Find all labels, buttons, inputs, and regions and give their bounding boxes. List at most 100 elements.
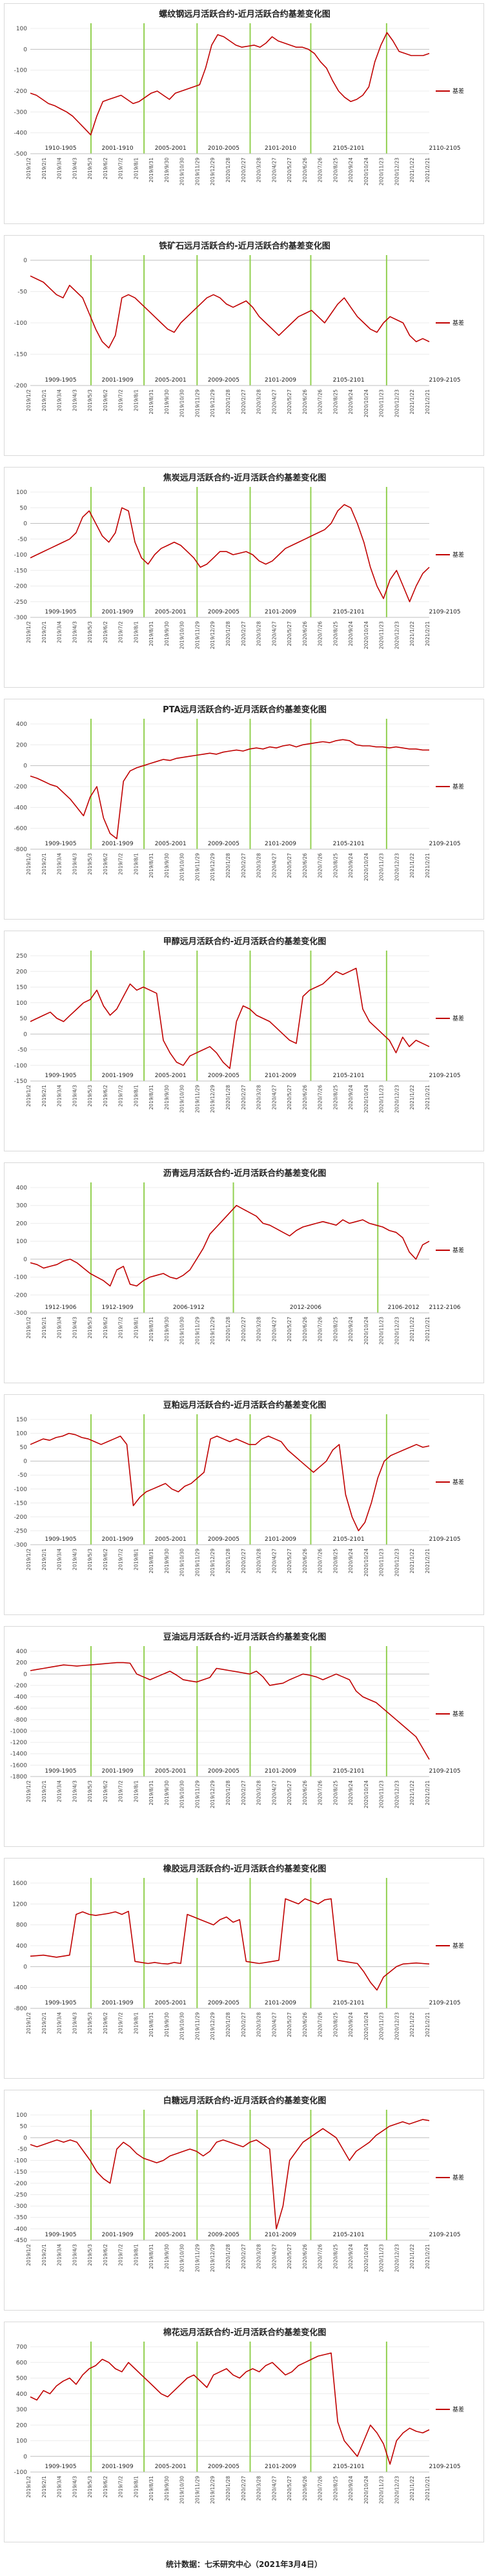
- legend-label: 基差: [452, 87, 464, 95]
- x-tick-label: 2021/2/21: [425, 853, 431, 878]
- x-tick-label: 2019/12/29: [210, 2012, 216, 2040]
- x-tick-label: 2019/4/3: [72, 853, 77, 875]
- y-tick-label: 150: [16, 985, 27, 991]
- x-tick-label: 2019/5/3: [87, 1780, 93, 1802]
- x-tick-label: 2019/1/2: [26, 158, 32, 180]
- x-tick-label: 2021/1/22: [409, 2244, 415, 2269]
- x-tick-label: 2019/2/1: [41, 1780, 47, 1802]
- x-tick-label: 2020/5/27: [287, 2244, 292, 2269]
- x-tick-label: 2020/2/27: [241, 2476, 247, 2501]
- x-tick-label: 2019/8/1: [133, 1780, 139, 1802]
- x-tick-label: 2020/6/26: [302, 1317, 308, 1342]
- x-tick-label: 2019/2/1: [41, 1549, 47, 1571]
- x-tick-label: 2019/10/30: [179, 853, 185, 881]
- x-tick-label: 2020/12/23: [394, 1780, 400, 1808]
- x-tick-label: 2019/4/3: [72, 389, 77, 411]
- x-tick-label: 2019/8/31: [148, 2476, 154, 2501]
- x-tick-label: 2020/5/27: [287, 2476, 292, 2501]
- y-tick-label: -150: [14, 1500, 28, 1507]
- period-label: 2105-2101: [333, 145, 365, 152]
- x-tick-label: 2021/1/22: [409, 621, 415, 646]
- x-tick-label: 2019/3/4: [57, 2244, 63, 2266]
- x-tick-label: 2020/4/27: [271, 853, 277, 878]
- x-tick-label: 2019/6/2: [103, 2012, 108, 2034]
- x-tick-label: 2020/8/25: [332, 1317, 338, 1342]
- legend-label: 基差: [452, 2174, 464, 2181]
- x-tick-label: 2019/9/30: [164, 2012, 170, 2037]
- x-tick-label: 2020/11/23: [379, 389, 385, 417]
- y-tick-label: 100: [16, 1000, 27, 1007]
- y-tick-label: -150: [14, 1078, 28, 1085]
- x-tick-label: 2019/1/2: [26, 1549, 32, 1571]
- period-label: 2005-2001: [155, 1768, 187, 1775]
- series-line: [30, 1204, 430, 1287]
- x-tick-label: 2021/1/22: [409, 2012, 415, 2037]
- x-tick-label: 2020/8/25: [332, 1549, 338, 1574]
- x-tick-label: 2020/12/23: [394, 2476, 400, 2504]
- period-label: 2101-2009: [265, 609, 296, 615]
- chart-panel: 沥青远月活跃合约-近月活跃合约基差变化图 400 300 200 100 0 -100 -20…: [4, 1162, 484, 1383]
- x-tick-label: 2019/3/4: [57, 1780, 63, 1802]
- y-tick-label: -600: [14, 1705, 28, 1712]
- period-label: 2101-2010: [265, 145, 296, 152]
- y-tick-label: 50: [20, 1445, 28, 1451]
- y-tick-label: 0: [23, 2135, 27, 2141]
- x-tick-label: 2019/8/1: [133, 2012, 139, 2034]
- x-tick-label: 2019/8/31: [148, 389, 154, 415]
- x-tick-label: 2019/2/1: [41, 1085, 47, 1107]
- period-label-last: 2109-2105: [429, 609, 460, 615]
- x-tick-label: 2019/10/30: [179, 1780, 185, 1808]
- period-label-last: 2109-2105: [429, 377, 460, 384]
- x-tick-label: 2019/1/2: [26, 1317, 32, 1339]
- y-tick-label: -50: [17, 1047, 27, 1054]
- period-label: 2101-2009: [265, 377, 296, 384]
- series-line: [30, 2119, 430, 2230]
- y-tick-label: -250: [14, 1528, 28, 1534]
- y-tick-label: -1600: [10, 1762, 27, 1769]
- x-tick-label: 2020/1/28: [225, 1317, 231, 1342]
- x-tick-label: 2020/9/24: [348, 389, 354, 415]
- chart-title: 棉花远月活跃合约-近月活跃合约基差变化图: [163, 2327, 326, 2338]
- legend-label: 基差: [452, 2406, 464, 2413]
- chart-panel: 甲醇远月活跃合约-近月活跃合约基差变化图 250 200 150 100 50 0 -50 -1…: [4, 931, 484, 1151]
- x-tick-label: 2020/10/24: [363, 2012, 369, 2040]
- y-tick-label: -200: [14, 1514, 28, 1521]
- x-tick-label: 2020/4/27: [271, 1549, 277, 1574]
- x-tick-label: 2020/7/26: [318, 158, 323, 183]
- period-label: 1909-1905: [45, 1768, 76, 1775]
- period-label: 2009-2005: [208, 1768, 239, 1775]
- y-tick-label: -50: [17, 289, 27, 296]
- x-tick-label: 2019/1/2: [26, 2476, 32, 2498]
- x-tick-label: 2020/7/26: [318, 1317, 323, 1342]
- chart-svg: 棉花远月活跃合约-近月活跃合约基差变化图 700 600 500 400 300 200 10…: [14, 2327, 464, 2504]
- x-tick-label: 2019/3/4: [57, 1317, 63, 1339]
- y-tick-label: 100: [16, 1239, 27, 1245]
- x-tick-label: 2019/10/30: [179, 2012, 185, 2040]
- y-tick-label: 0: [23, 46, 27, 53]
- period-label: 2001-1909: [102, 1536, 134, 1543]
- period-label: 2005-2001: [155, 377, 187, 384]
- chart-panel: 橡胶远月活跃合约-近月活跃合约基差变化图 1600 1200 800 400 0 -400 -…: [4, 1858, 484, 2079]
- x-tick-label: 2020/4/27: [271, 1317, 277, 1342]
- x-tick-label: 2019/6/2: [103, 853, 108, 875]
- x-tick-label: 2020/10/24: [363, 1317, 369, 1345]
- series-line: [30, 1662, 430, 1760]
- x-tick-label: 2020/10/24: [363, 2244, 369, 2272]
- period-label: 2009-2005: [208, 2232, 239, 2238]
- y-tick-label: 700: [16, 2344, 27, 2351]
- period-label: 2105-2101: [333, 841, 365, 847]
- x-tick-label: 2020/8/25: [332, 1780, 338, 1806]
- period-label: 2106-2012: [388, 1304, 420, 1311]
- x-tick-label: 2020/10/24: [363, 621, 369, 649]
- y-tick-label: 400: [16, 1649, 27, 1655]
- x-tick-label: 2019/8/1: [133, 158, 139, 180]
- x-tick-label: 2019/9/30: [164, 1085, 170, 1110]
- x-tick-label: 2021/2/21: [425, 1317, 431, 1342]
- y-tick-label: -800: [14, 2006, 28, 2012]
- y-tick-label: -50: [17, 537, 27, 543]
- period-label: 1909-1905: [45, 2000, 76, 2006]
- x-tick-label: 2019/6/2: [103, 621, 108, 643]
- x-tick-label: 2019/10/30: [179, 389, 185, 417]
- x-tick-label: 2020/3/28: [256, 1549, 262, 1574]
- x-tick-label: 2021/2/21: [425, 2476, 431, 2501]
